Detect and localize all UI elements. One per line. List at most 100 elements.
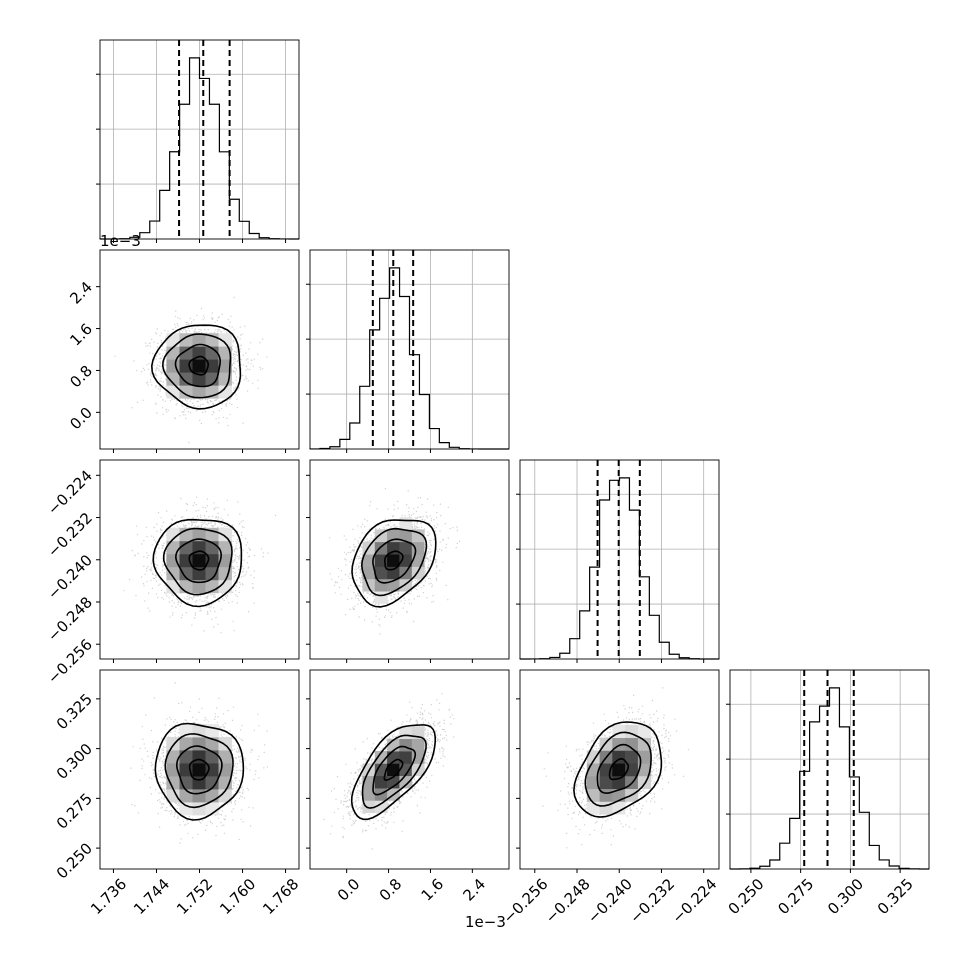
density-cell	[192, 333, 206, 347]
contour-line	[384, 550, 404, 571]
density-cell	[399, 775, 413, 789]
density-cell	[599, 775, 613, 790]
x-tick-label: 1.744	[130, 875, 173, 918]
density-cell	[166, 579, 180, 594]
contour-line	[152, 518, 243, 608]
x-tick-label: 0.275	[774, 875, 817, 918]
density-cell	[218, 540, 232, 555]
density-cell	[205, 566, 219, 581]
histogram-panel-3	[516, 459, 720, 663]
density-cell	[637, 724, 652, 738]
y-tick-label: 0.275	[53, 790, 96, 833]
contour-line	[584, 731, 652, 807]
x-tick-label: 0.300	[824, 875, 867, 918]
density-cell	[205, 346, 219, 360]
density-cell	[399, 751, 413, 764]
density-cell	[218, 385, 232, 399]
y-tick-label: 0.300	[53, 740, 96, 783]
density-cell	[637, 775, 652, 790]
contour-line	[174, 343, 222, 388]
panel-content	[130, 682, 268, 844]
density-cell	[362, 788, 376, 801]
density-cell	[218, 750, 232, 764]
density-cell	[374, 763, 388, 777]
density-cell	[362, 578, 376, 592]
density-cell	[612, 750, 626, 764]
contour-line	[164, 733, 234, 809]
y-offset-label: 1e−3	[100, 232, 141, 250]
density-cell	[625, 750, 639, 764]
density-cell	[192, 385, 206, 399]
y-tick-label: −0.248	[44, 593, 96, 645]
x-tick-label: 1.736	[87, 875, 130, 918]
density-cell	[218, 527, 232, 542]
density-cell	[179, 802, 193, 816]
panel-frame	[309, 669, 510, 870]
density-cell	[218, 553, 232, 568]
x-tick-label: 1.752	[173, 875, 216, 918]
contour-line	[350, 724, 436, 821]
density-cell	[374, 591, 388, 604]
scatter-panel-4-3	[516, 669, 720, 873]
y-tick-label: 0.8	[66, 362, 96, 392]
y-tick-label: 2.4	[66, 278, 96, 308]
density-cell	[586, 750, 600, 764]
density-cell	[166, 737, 180, 751]
density-cell	[192, 359, 206, 373]
contour-line	[161, 333, 232, 399]
x-tick-label: 0.250	[725, 875, 768, 918]
density-cell	[192, 802, 206, 816]
x-tick-label: 0.8	[376, 875, 406, 905]
density-cell	[192, 527, 206, 542]
density-cell	[218, 789, 232, 803]
density-cell	[374, 775, 388, 789]
contour-line	[361, 734, 427, 809]
histogram-bars	[729, 687, 930, 870]
density-cell	[205, 724, 219, 738]
density-cell	[166, 750, 180, 764]
density-cell	[399, 517, 413, 530]
y-tick-label: 0.250	[53, 839, 96, 882]
contour-line	[372, 745, 417, 796]
density-cell	[612, 801, 626, 815]
density-cell	[192, 553, 206, 568]
x-tick-label: −0.256	[500, 875, 552, 927]
contour-line	[360, 527, 428, 597]
x-tick-label: −0.232	[626, 875, 678, 927]
contour-line	[383, 758, 404, 781]
contour-line	[162, 527, 233, 596]
density-cell	[374, 566, 388, 580]
scatter-panel-4-1	[96, 669, 300, 873]
density-cell	[179, 346, 193, 360]
contour-line	[351, 519, 437, 608]
contour-line	[372, 538, 417, 584]
density-cell	[625, 737, 639, 751]
density-cell	[166, 540, 180, 555]
density-cell	[166, 527, 180, 542]
density-cell	[166, 385, 180, 399]
histogram-panel-2	[306, 249, 510, 453]
x-tick-label: −0.248	[542, 875, 594, 927]
density-cell	[192, 372, 206, 386]
density-cell	[362, 566, 376, 580]
scatter-panel-3-1	[96, 459, 300, 663]
y-tick-label: 0.0	[66, 404, 96, 434]
density-cell	[362, 800, 376, 814]
x-tick-label: 1.768	[259, 875, 302, 918]
density-cell	[166, 776, 180, 790]
x-tick-label: 2.4	[459, 875, 489, 905]
contour-line	[608, 757, 630, 781]
density-cell	[179, 566, 193, 581]
y-tick-label: −0.240	[44, 551, 96, 603]
contour-line	[175, 745, 223, 795]
histogram-bars	[519, 477, 720, 660]
panel-content	[123, 496, 277, 634]
density-cell	[399, 541, 413, 555]
density-cell	[192, 579, 206, 594]
scatter-panel-4-2	[306, 669, 510, 873]
density-cell	[362, 554, 376, 567]
contour-line	[596, 743, 642, 795]
density-cell	[411, 541, 425, 555]
contour-line	[174, 538, 223, 584]
panel-content	[323, 693, 455, 850]
